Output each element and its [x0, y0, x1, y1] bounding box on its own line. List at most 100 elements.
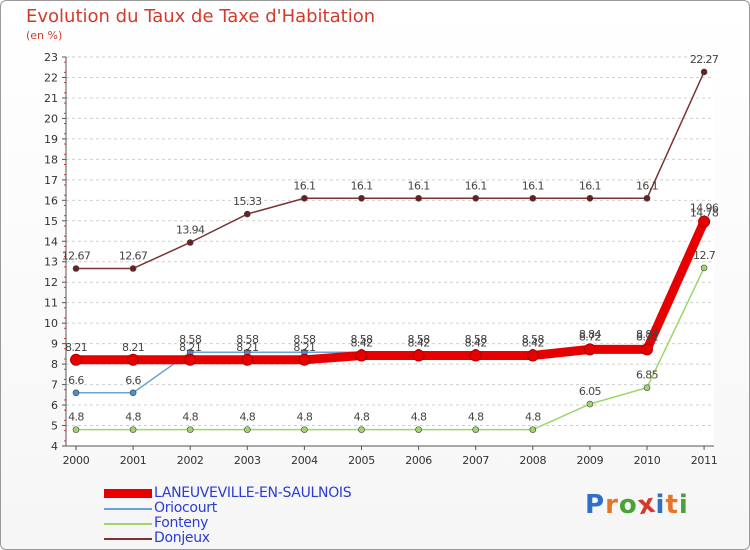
point-donjeux-2007 [472, 194, 480, 202]
point-laneuveville-en-saulnois-2006 [412, 349, 425, 362]
point-donjeux-2003 [244, 210, 251, 218]
legend-label-fonteny: Fonteny [154, 515, 209, 531]
x-tick-label-2007: 2007 [462, 454, 489, 467]
data-label-fonteny-2008: 4.8 [525, 411, 541, 424]
y-tick-label-21: 21 [44, 92, 58, 105]
x-tick-label-2003: 2003 [234, 454, 261, 467]
point-fonteny-2004 [301, 426, 308, 433]
point-donjeux-2004 [301, 194, 308, 202]
y-tick-label-11: 11 [44, 297, 58, 310]
point-laneuveville-en-saulnois-2010 [641, 343, 653, 356]
data-label-fonteny-2007: 4.8 [468, 411, 484, 424]
y-tick-label-15: 15 [44, 215, 58, 228]
legend-label-oriocourt: Oriocourt [154, 500, 217, 516]
data-label-donjeux-2004: 16.1 [293, 179, 315, 192]
data-label-donjeux-2005: 16.1 [350, 179, 372, 192]
point-donjeux-2001 [129, 265, 137, 272]
series-line-fonteny [76, 267, 705, 431]
data-label-laneuveville-en-saulnois-2003: 8.21 [236, 341, 258, 354]
data-label-laneuveville-en-saulnois-2000: 8.21 [65, 341, 87, 354]
chart-unit-label: (en %) [26, 29, 63, 42]
point-fonteny-2003 [244, 426, 251, 433]
point-laneuveville-en-saulnois-2011 [698, 215, 711, 228]
x-tick-label-2002: 2002 [177, 454, 204, 467]
point-fonteny-2005 [358, 426, 365, 433]
x-tick-label-2011: 2011 [691, 454, 718, 467]
data-label-oriocourt-2002: 8.58 [179, 333, 202, 346]
data-label-oriocourt-2007: 8.58 [465, 333, 488, 346]
data-label-donjeux-2010: 16.1 [636, 179, 658, 192]
point-laneuveville-en-saulnois-2000 [70, 353, 82, 366]
data-label-oriocourt-2001: 6.6 [125, 374, 141, 387]
legend-label-donjeux: Donjeux [154, 530, 210, 546]
point-donjeux-2002 [186, 239, 194, 246]
x-tick-label-2010: 2010 [634, 454, 661, 467]
data-label-donjeux-2003: 15.33 [233, 195, 262, 208]
data-label-laneuveville-en-saulnois-2009: 8.72 [579, 330, 601, 343]
y-tick-label-12: 12 [44, 276, 58, 289]
point-laneuveville-en-saulnois-2005 [355, 349, 368, 362]
chart-title: Evolution du Taux de Taxe d'Habitation [26, 6, 376, 27]
data-label-laneuveville-en-saulnois-2006: 8.42 [408, 337, 430, 350]
data-label-laneuveville-en-saulnois-2001: 8.21 [122, 341, 144, 354]
x-tick-label-2006: 2006 [405, 454, 432, 467]
point-fonteny-2002 [186, 426, 194, 433]
data-label-fonteny-2005: 4.8 [354, 411, 370, 424]
data-label-oriocourt-2005: 8.58 [350, 333, 373, 346]
logo-letter: i [678, 490, 689, 520]
point-fonteny-2001 [129, 426, 137, 433]
logo-letter: i [655, 490, 666, 520]
data-label-donjeux-2001: 12.67 [119, 249, 148, 262]
logo-letter: r [605, 490, 619, 520]
point-donjeux-2000 [72, 265, 80, 272]
y-tick-label-4: 4 [51, 440, 58, 453]
point-laneuveville-en-saulnois-2008 [526, 349, 539, 362]
data-label-fonteny-2001: 4.8 [125, 411, 141, 424]
y-tick-label-5: 5 [51, 420, 58, 433]
legend-label-laneuveville: LANEUVEVILLE-EN-SAULNOIS [154, 485, 352, 501]
y-tick-label-20: 20 [44, 112, 58, 125]
point-donjeux-2006 [415, 194, 422, 202]
legend-swatch-oriocourt [104, 508, 152, 510]
logo-letter: t [665, 490, 679, 520]
data-label-laneuveville-en-saulnois-2010: 8.72 [636, 330, 658, 343]
y-tick-label-17: 17 [44, 174, 58, 187]
y-tick-label-8: 8 [51, 358, 58, 371]
series-line-donjeux [76, 71, 705, 270]
point-laneuveville-en-saulnois-2004 [298, 353, 311, 366]
data-label-oriocourt-2000: 6.6 [68, 374, 84, 387]
data-label-oriocourt-2010: 8.84 [636, 328, 659, 341]
y-tick-label-14: 14 [44, 235, 58, 248]
y-tick-label-7: 7 [51, 379, 58, 392]
y-tick-label-18: 18 [44, 153, 58, 166]
y-tick-label-19: 19 [44, 133, 58, 146]
data-label-laneuveville-en-saulnois-2002: 8.21 [179, 341, 201, 354]
data-label-fonteny-2002: 4.8 [182, 411, 198, 424]
data-label-oriocourt-2011: 14.78 [690, 206, 719, 219]
x-tick-label-2009: 2009 [577, 454, 604, 467]
y-tick-label-23: 23 [44, 51, 58, 64]
point-donjeux-2010 [643, 194, 651, 202]
data-label-laneuveville-en-saulnois-2005: 8.42 [350, 337, 372, 350]
point-fonteny-2011 [700, 264, 708, 272]
point-laneuveville-en-saulnois-2002 [184, 353, 197, 366]
y-tick-label-10: 10 [44, 317, 58, 330]
y-tick-label-13: 13 [44, 256, 58, 269]
point-fonteny-2006 [415, 426, 422, 433]
point-fonteny-2000 [72, 426, 80, 433]
point-donjeux-2008 [529, 194, 537, 202]
x-tick-label-2001: 2001 [120, 454, 147, 467]
point-fonteny-2009 [586, 400, 594, 408]
data-label-donjeux-2008: 16.1 [522, 179, 544, 192]
point-oriocourt-2001 [129, 389, 137, 397]
point-donjeux-2005 [358, 194, 365, 202]
data-label-donjeux-2002: 13.94 [176, 223, 205, 236]
point-laneuveville-en-saulnois-2001 [127, 353, 140, 366]
x-tick-label-2008: 2008 [519, 454, 546, 467]
point-fonteny-2010 [643, 384, 651, 391]
data-label-donjeux-2011: 22.27 [690, 53, 719, 66]
legend-swatch-fonteny [104, 523, 152, 525]
data-label-donjeux-2009: 16.1 [579, 179, 601, 192]
data-label-fonteny-2000: 4.8 [68, 411, 84, 424]
